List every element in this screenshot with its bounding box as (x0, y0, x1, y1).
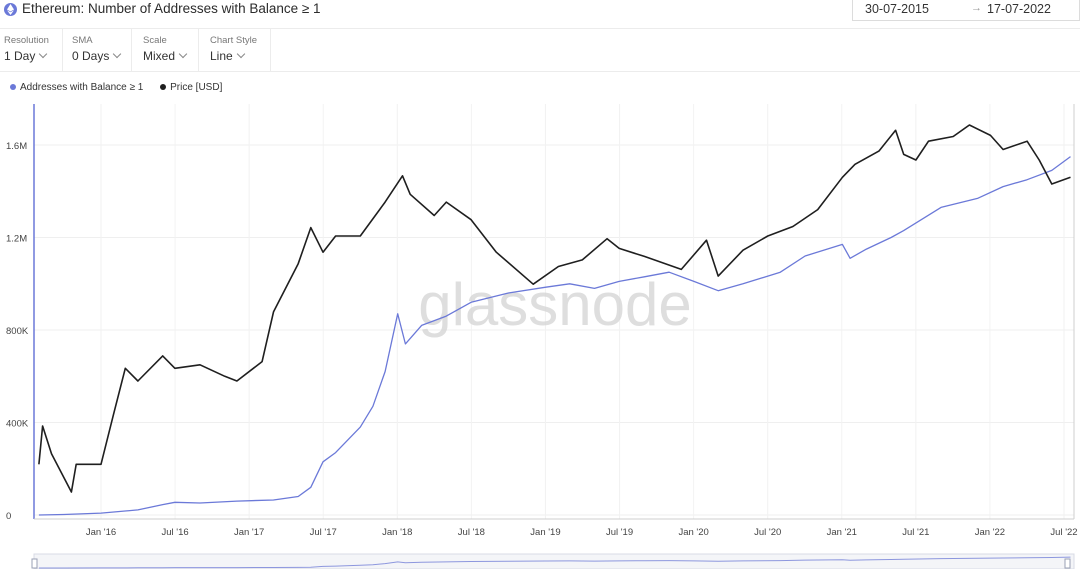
y-tick-label: 800K (6, 326, 29, 337)
scale-label: Scale (143, 35, 167, 46)
date-end-input[interactable]: 17-07-2022 (987, 2, 1051, 16)
x-tick-label: Jan '19 (530, 527, 560, 538)
price-line (38, 124, 1071, 493)
navigator-series (38, 556, 1071, 569)
resolution-select[interactable]: Resolution 1 Day (0, 29, 63, 71)
x-tick-label: Jul '22 (1050, 527, 1077, 538)
chart-legend: Addresses with Balance ≥ 1 Price [USD] (10, 82, 236, 96)
x-tick-label: Jul '19 (606, 527, 633, 538)
ethereum-icon (4, 3, 17, 16)
x-tick-label: Jan '18 (382, 527, 412, 538)
chart-style-select[interactable]: Chart Style Line (199, 29, 271, 71)
x-tick-label: Jul '17 (310, 527, 337, 538)
chart-title: Ethereum: Number of Addresses with Balan… (22, 1, 321, 16)
legend-dot (10, 84, 16, 90)
arrow-right-icon: → (971, 2, 982, 14)
navigator-track[interactable] (33, 553, 1075, 569)
y-tick-label: 400K (6, 419, 29, 430)
y-tick-label: 0 (6, 511, 11, 522)
chevron-down-icon (39, 49, 48, 59)
legend-item-price[interactable]: Price [USD] (160, 82, 222, 93)
sma-value[interactable]: 0 Days (72, 49, 122, 63)
legend-item-addresses[interactable]: Addresses with Balance ≥ 1 (10, 82, 143, 93)
navigator-handle-right[interactable] (1064, 558, 1071, 569)
chart-navigator[interactable] (0, 552, 1080, 569)
x-tick-label: Jul '20 (754, 527, 781, 538)
resolution-value[interactable]: 1 Day (4, 49, 48, 63)
chevron-down-icon (113, 49, 122, 59)
chart-header: Ethereum: Number of Addresses with Balan… (0, 0, 1080, 22)
scale-select[interactable]: Scale Mixed (132, 29, 199, 71)
chart-style-value[interactable]: Line (210, 49, 245, 63)
chart-style-label: Chart Style (210, 35, 257, 46)
scale-value[interactable]: Mixed (143, 49, 188, 63)
x-tick-label: Jul '16 (161, 527, 188, 538)
date-range-picker[interactable]: 30-07-2015 → 17-07-2022 (852, 0, 1080, 21)
x-tick-label: Jan '22 (975, 527, 1005, 538)
date-start-input[interactable]: 30-07-2015 (865, 2, 929, 16)
legend-dot (160, 84, 167, 90)
x-tick-label: Jul '18 (458, 527, 485, 538)
y-tick-label: 1.2M (6, 234, 27, 245)
x-tick-label: Jan '20 (678, 527, 708, 538)
sma-label: SMA (72, 35, 93, 46)
sma-select[interactable]: SMA 0 Days (63, 29, 132, 71)
addresses-line (38, 156, 1071, 516)
x-tick-label: Jan '17 (234, 527, 264, 538)
y-tick-label: 1.6M (6, 141, 27, 152)
x-tick-label: Jul '21 (902, 527, 929, 538)
resolution-label: Resolution (4, 35, 49, 46)
chevron-down-icon (236, 49, 245, 59)
watermark-text: glassnode (418, 271, 692, 338)
navigator-handle-left[interactable] (31, 558, 38, 569)
x-tick-label: Jan '16 (86, 527, 116, 538)
x-tick-label: Jan '21 (827, 527, 857, 538)
chart-plot: 0 400K 800K 1.2M 1.6M Jan '16 Jul '16 Jan '17 Ju… (6, 104, 1078, 538)
chart-controls: Resolution 1 Day SMA 0 Days Scale Mixed … (0, 28, 1080, 72)
chevron-down-icon (178, 49, 188, 59)
